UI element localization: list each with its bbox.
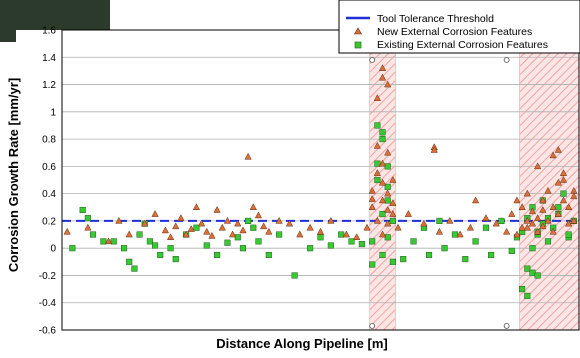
existing-feature-point: [452, 232, 458, 238]
existing-feature-point: [437, 218, 443, 224]
existing-feature-point: [385, 198, 391, 204]
existing-feature-point: [137, 232, 143, 238]
y-axis-title: Corrosion Growth Rate [mm/yr]: [6, 78, 21, 272]
existing-feature-point: [250, 225, 256, 231]
existing-feature-point: [545, 239, 551, 245]
existing-feature-point: [390, 218, 396, 224]
y-tick-label: -0.4: [39, 298, 57, 309]
existing-feature-point: [204, 243, 210, 249]
legend-existing-swatch: [355, 42, 361, 48]
existing-feature-point: [369, 262, 375, 268]
existing-feature-point: [390, 259, 396, 265]
existing-feature-point: [400, 256, 406, 262]
existing-feature-point: [121, 245, 127, 251]
existing-feature-point: [530, 270, 536, 276]
existing-feature-point: [292, 273, 298, 279]
existing-feature-point: [380, 252, 386, 258]
x-axis-title: Distance Along Pipeline [m]: [216, 336, 387, 351]
y-tick-label: 1.6: [42, 26, 56, 37]
existing-feature-point: [426, 252, 432, 258]
existing-feature-point: [359, 241, 365, 247]
existing-feature-point: [442, 245, 448, 251]
existing-feature-point: [535, 273, 541, 279]
existing-feature-point: [556, 204, 562, 210]
existing-feature-point: [101, 239, 107, 245]
y-tick-label: 0.6: [42, 162, 56, 173]
existing-feature-point: [380, 129, 386, 135]
existing-feature-point: [168, 245, 174, 251]
existing-feature-point: [369, 239, 375, 245]
existing-feature-point: [561, 191, 567, 197]
existing-feature-point: [111, 239, 117, 245]
existing-feature-point: [307, 245, 313, 251]
existing-feature-point: [519, 286, 525, 292]
outline-marker: [370, 58, 375, 63]
existing-feature-point: [80, 207, 86, 213]
existing-feature-point: [375, 161, 381, 167]
legend-existing-label: Existing External Corrosion Features: [377, 39, 548, 51]
existing-feature-point: [525, 293, 531, 299]
outline-marker: [370, 323, 375, 328]
existing-feature-point: [483, 225, 489, 231]
existing-feature-point: [375, 123, 381, 129]
y-tick-label: -0.2: [39, 271, 57, 282]
existing-feature-point: [173, 256, 179, 262]
y-tick-label: 0.8: [42, 135, 56, 146]
existing-feature-point: [509, 248, 515, 254]
existing-feature-point: [328, 243, 334, 249]
existing-feature-point: [147, 239, 153, 245]
outline-marker: [504, 58, 509, 63]
plot-area: [62, 30, 579, 330]
existing-feature-point: [70, 245, 76, 251]
y-tick-label: 1.2: [42, 80, 56, 91]
existing-feature-point: [318, 234, 324, 240]
y-tick-label: 0: [50, 244, 56, 255]
existing-feature-point: [525, 266, 531, 272]
existing-feature-point: [245, 218, 251, 224]
existing-feature-point: [276, 232, 282, 238]
outline-marker: [504, 323, 509, 328]
y-tick-label: 1.4: [42, 53, 56, 64]
existing-feature-point: [380, 136, 386, 142]
existing-feature-point: [132, 266, 138, 272]
existing-feature-point: [566, 232, 572, 238]
legend-new-label: New External Corrosion Features: [377, 26, 532, 38]
y-tick-label: 0.4: [42, 189, 56, 200]
y-tick-label: 1: [50, 107, 56, 118]
existing-feature-point: [152, 243, 158, 249]
existing-feature-point: [338, 232, 344, 238]
existing-feature-point: [256, 239, 262, 245]
existing-feature-point: [85, 215, 91, 221]
legend-threshold-label: Tool Tolerance Threshold: [377, 13, 494, 25]
existing-feature-point: [266, 252, 272, 258]
existing-feature-point: [240, 245, 246, 251]
existing-feature-point: [90, 232, 96, 238]
existing-feature-point: [411, 239, 417, 245]
existing-feature-point: [225, 240, 231, 246]
existing-feature-point: [157, 252, 163, 258]
highlight-band: [520, 30, 579, 330]
existing-feature-point: [499, 218, 505, 224]
existing-feature-point: [488, 252, 494, 258]
existing-feature-point: [214, 252, 220, 258]
existing-feature-point: [126, 259, 132, 265]
y-tick-label: -0.6: [39, 326, 57, 337]
existing-feature-point: [462, 256, 468, 262]
legend: Tool Tolerance Threshold New External Co…: [339, 0, 580, 53]
existing-feature-point: [375, 177, 381, 183]
existing-feature-point: [530, 245, 536, 251]
existing-feature-point: [473, 239, 479, 245]
y-tick-label: 0.2: [42, 216, 56, 227]
